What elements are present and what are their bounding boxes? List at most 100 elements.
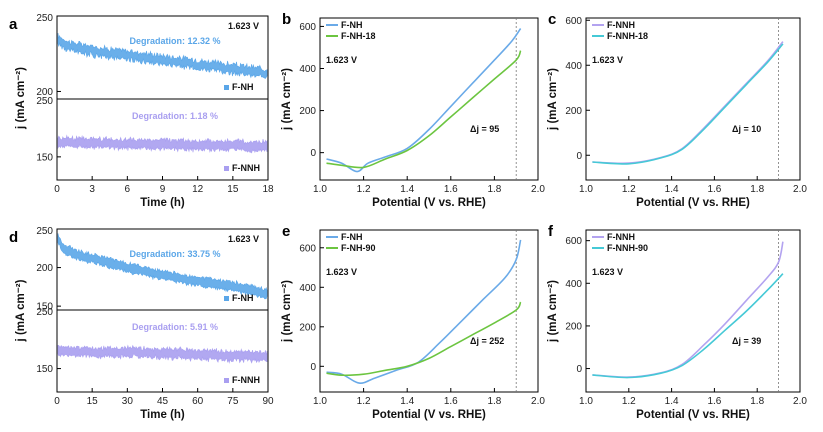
y-tick-label: 600	[299, 22, 316, 33]
legend-label-f-nh: F-NH	[232, 82, 254, 92]
y-tick-label: 200	[299, 322, 316, 333]
panel-b-label: b	[282, 11, 291, 28]
x-tick-label: 1.6	[707, 396, 721, 407]
x-tick-label: 1.4	[400, 396, 414, 407]
series-f-nnh-18-line	[592, 43, 784, 165]
series-f-nh-18-line	[326, 50, 522, 169]
panel-f-voltage-label: 1.623 V	[592, 267, 623, 277]
x-tick-label: 1.0	[579, 184, 593, 195]
panel-f-label: f	[548, 223, 554, 240]
delta-j-label: Δj = 10	[732, 124, 761, 134]
legend-label-f-nnh-90: F-NNH-90	[607, 243, 648, 253]
x-tick-label: 2.0	[531, 396, 545, 407]
y-tick-label: 0	[310, 362, 316, 373]
y-tick-label: 200	[299, 106, 316, 117]
panel-e: e 1.0 1.2 1.4 1.6 1.8 2.0 0 200 400 600 Potential (…	[281, 223, 545, 421]
legend-label-f-nh-18: F-NH-18	[341, 31, 376, 41]
series-f-nnh-band	[57, 134, 268, 154]
panel-d-voltage-label: 1.623 V	[228, 234, 259, 244]
x-tick-label: 1.0	[313, 184, 327, 195]
y-tick-label-top: 250	[36, 13, 53, 24]
panel-b-frame	[319, 17, 539, 181]
y-axis-label: j (mA cm⁻²)	[15, 67, 27, 130]
degradation-label-f-nh: Degradation: 33.75 %	[129, 249, 220, 259]
degradation-label-f-nnh: Degradation: 5.91 %	[132, 322, 218, 332]
y-tick-label: 200	[36, 87, 53, 98]
series-f-nh-line	[326, 239, 522, 384]
y-tick-label: 600	[565, 16, 582, 27]
legend-label-f-nnh: F-NNH	[232, 163, 260, 173]
legend-label-f-nh: F-NH	[341, 20, 363, 30]
x-tick-label: 12	[192, 184, 204, 195]
legend-label-f-nnh: F-NNH	[607, 232, 635, 242]
panel-a-voltage-label: 1.623 V	[228, 21, 259, 31]
x-tick-label: 15	[87, 396, 99, 407]
y-tick-label-top: 250	[36, 226, 53, 237]
x-tick-label: 1.6	[707, 184, 721, 195]
y-tick-label: 0	[576, 364, 582, 375]
panel-c-voltage-label: 1.623 V	[592, 55, 623, 65]
panel-a: a 1.623 V 0 3 6 9 12 15 18 Time (h) j (mA cm⁻²) 200…	[9, 13, 274, 209]
delta-j-label: Δj = 95	[470, 124, 499, 134]
x-tick-label: 90	[262, 396, 274, 407]
y-tick-label-top: 250	[36, 96, 53, 107]
legend-label-f-nnh: F-NNH	[232, 375, 260, 385]
x-tick-label: 1.8	[487, 184, 501, 195]
legend-marker-f-nnh	[224, 378, 229, 383]
panel-f: f 1.0 1.2 1.4 1.6 1.8 2.0 0 200 400 600 Potential (…	[547, 223, 807, 421]
x-axis-label: Time (h)	[140, 197, 185, 209]
x-tick-label: 15	[227, 184, 239, 195]
panel-b: b 1.0 1.2 1.4 1.6 1.8 2.0 0 200 400 600 Potential (…	[281, 11, 545, 209]
x-tick-label: 1.6	[444, 184, 458, 195]
y-tick-label: 600	[565, 236, 582, 247]
x-tick-label: 60	[192, 396, 204, 407]
x-tick-label: 75	[227, 396, 239, 407]
legend-label-f-nh: F-NH	[341, 232, 363, 242]
y-tick-label: 200	[565, 321, 582, 332]
panel-f-frame	[585, 229, 801, 393]
legend-marker-f-nh	[224, 85, 229, 90]
x-tick-label: 2.0	[793, 184, 807, 195]
y-tick-label-top: 250	[36, 307, 53, 318]
x-tick-label: 1.0	[579, 396, 593, 407]
x-axis-label: Potential (V vs. RHE)	[636, 197, 750, 209]
y-tick-label: 600	[299, 243, 316, 254]
x-tick-label: 1.4	[400, 184, 414, 195]
panel-e-frame	[319, 229, 539, 393]
delta-j-label: Δj = 39	[732, 336, 761, 346]
x-tick-label: 1.4	[665, 184, 679, 195]
series-f-nnh-90-line	[592, 273, 784, 379]
y-axis-label: j (mA cm⁻²)	[281, 68, 293, 131]
x-axis-label: Potential (V vs. RHE)	[372, 197, 486, 209]
x-tick-label: 1.8	[750, 184, 764, 195]
degradation-label-f-nnh: Degradation: 1.18 %	[132, 111, 218, 121]
series-f-nnh-line	[592, 241, 784, 378]
x-tick-label: 1.2	[357, 396, 371, 407]
y-tick-label: 150	[36, 364, 53, 375]
y-axis-label: j (mA cm⁻²)	[15, 279, 27, 342]
x-tick-label: 1.0	[313, 396, 327, 407]
y-tick-label: 200	[36, 263, 53, 274]
y-tick-label: 200	[565, 106, 582, 117]
x-tick-label: 30	[122, 396, 134, 407]
x-tick-label: 1.2	[622, 396, 636, 407]
x-axis-label: Potential (V vs. RHE)	[636, 409, 750, 421]
y-axis-label: j (mA cm⁻²)	[547, 68, 559, 131]
y-tick-label: 400	[565, 61, 582, 72]
panel-c-label: c	[548, 11, 556, 28]
x-tick-label: 1.8	[750, 396, 764, 407]
x-tick-label: 0	[54, 184, 60, 195]
panel-c: c 1.0 1.2 1.4 1.6 1.8 2.0 0 200 400 600 Potential (…	[547, 11, 807, 209]
x-tick-label: 1.2	[622, 184, 636, 195]
y-tick-label: 400	[565, 279, 582, 290]
x-tick-label: 9	[160, 184, 166, 195]
x-axis-label: Potential (V vs. RHE)	[372, 409, 486, 421]
panel-d: d 1.623 V 0 15 30 45 60 75 90 Time (h) j (mA cm⁻²)…	[9, 226, 274, 421]
x-tick-label: 6	[125, 184, 131, 195]
panel-b-voltage-label: 1.623 V	[326, 55, 357, 65]
y-axis-label: j (mA cm⁻²)	[547, 280, 559, 343]
x-tick-label: 1.4	[665, 396, 679, 407]
panel-a-label: a	[9, 16, 18, 33]
series-f-nh-line	[326, 28, 522, 173]
x-tick-label: 2.0	[531, 184, 545, 195]
